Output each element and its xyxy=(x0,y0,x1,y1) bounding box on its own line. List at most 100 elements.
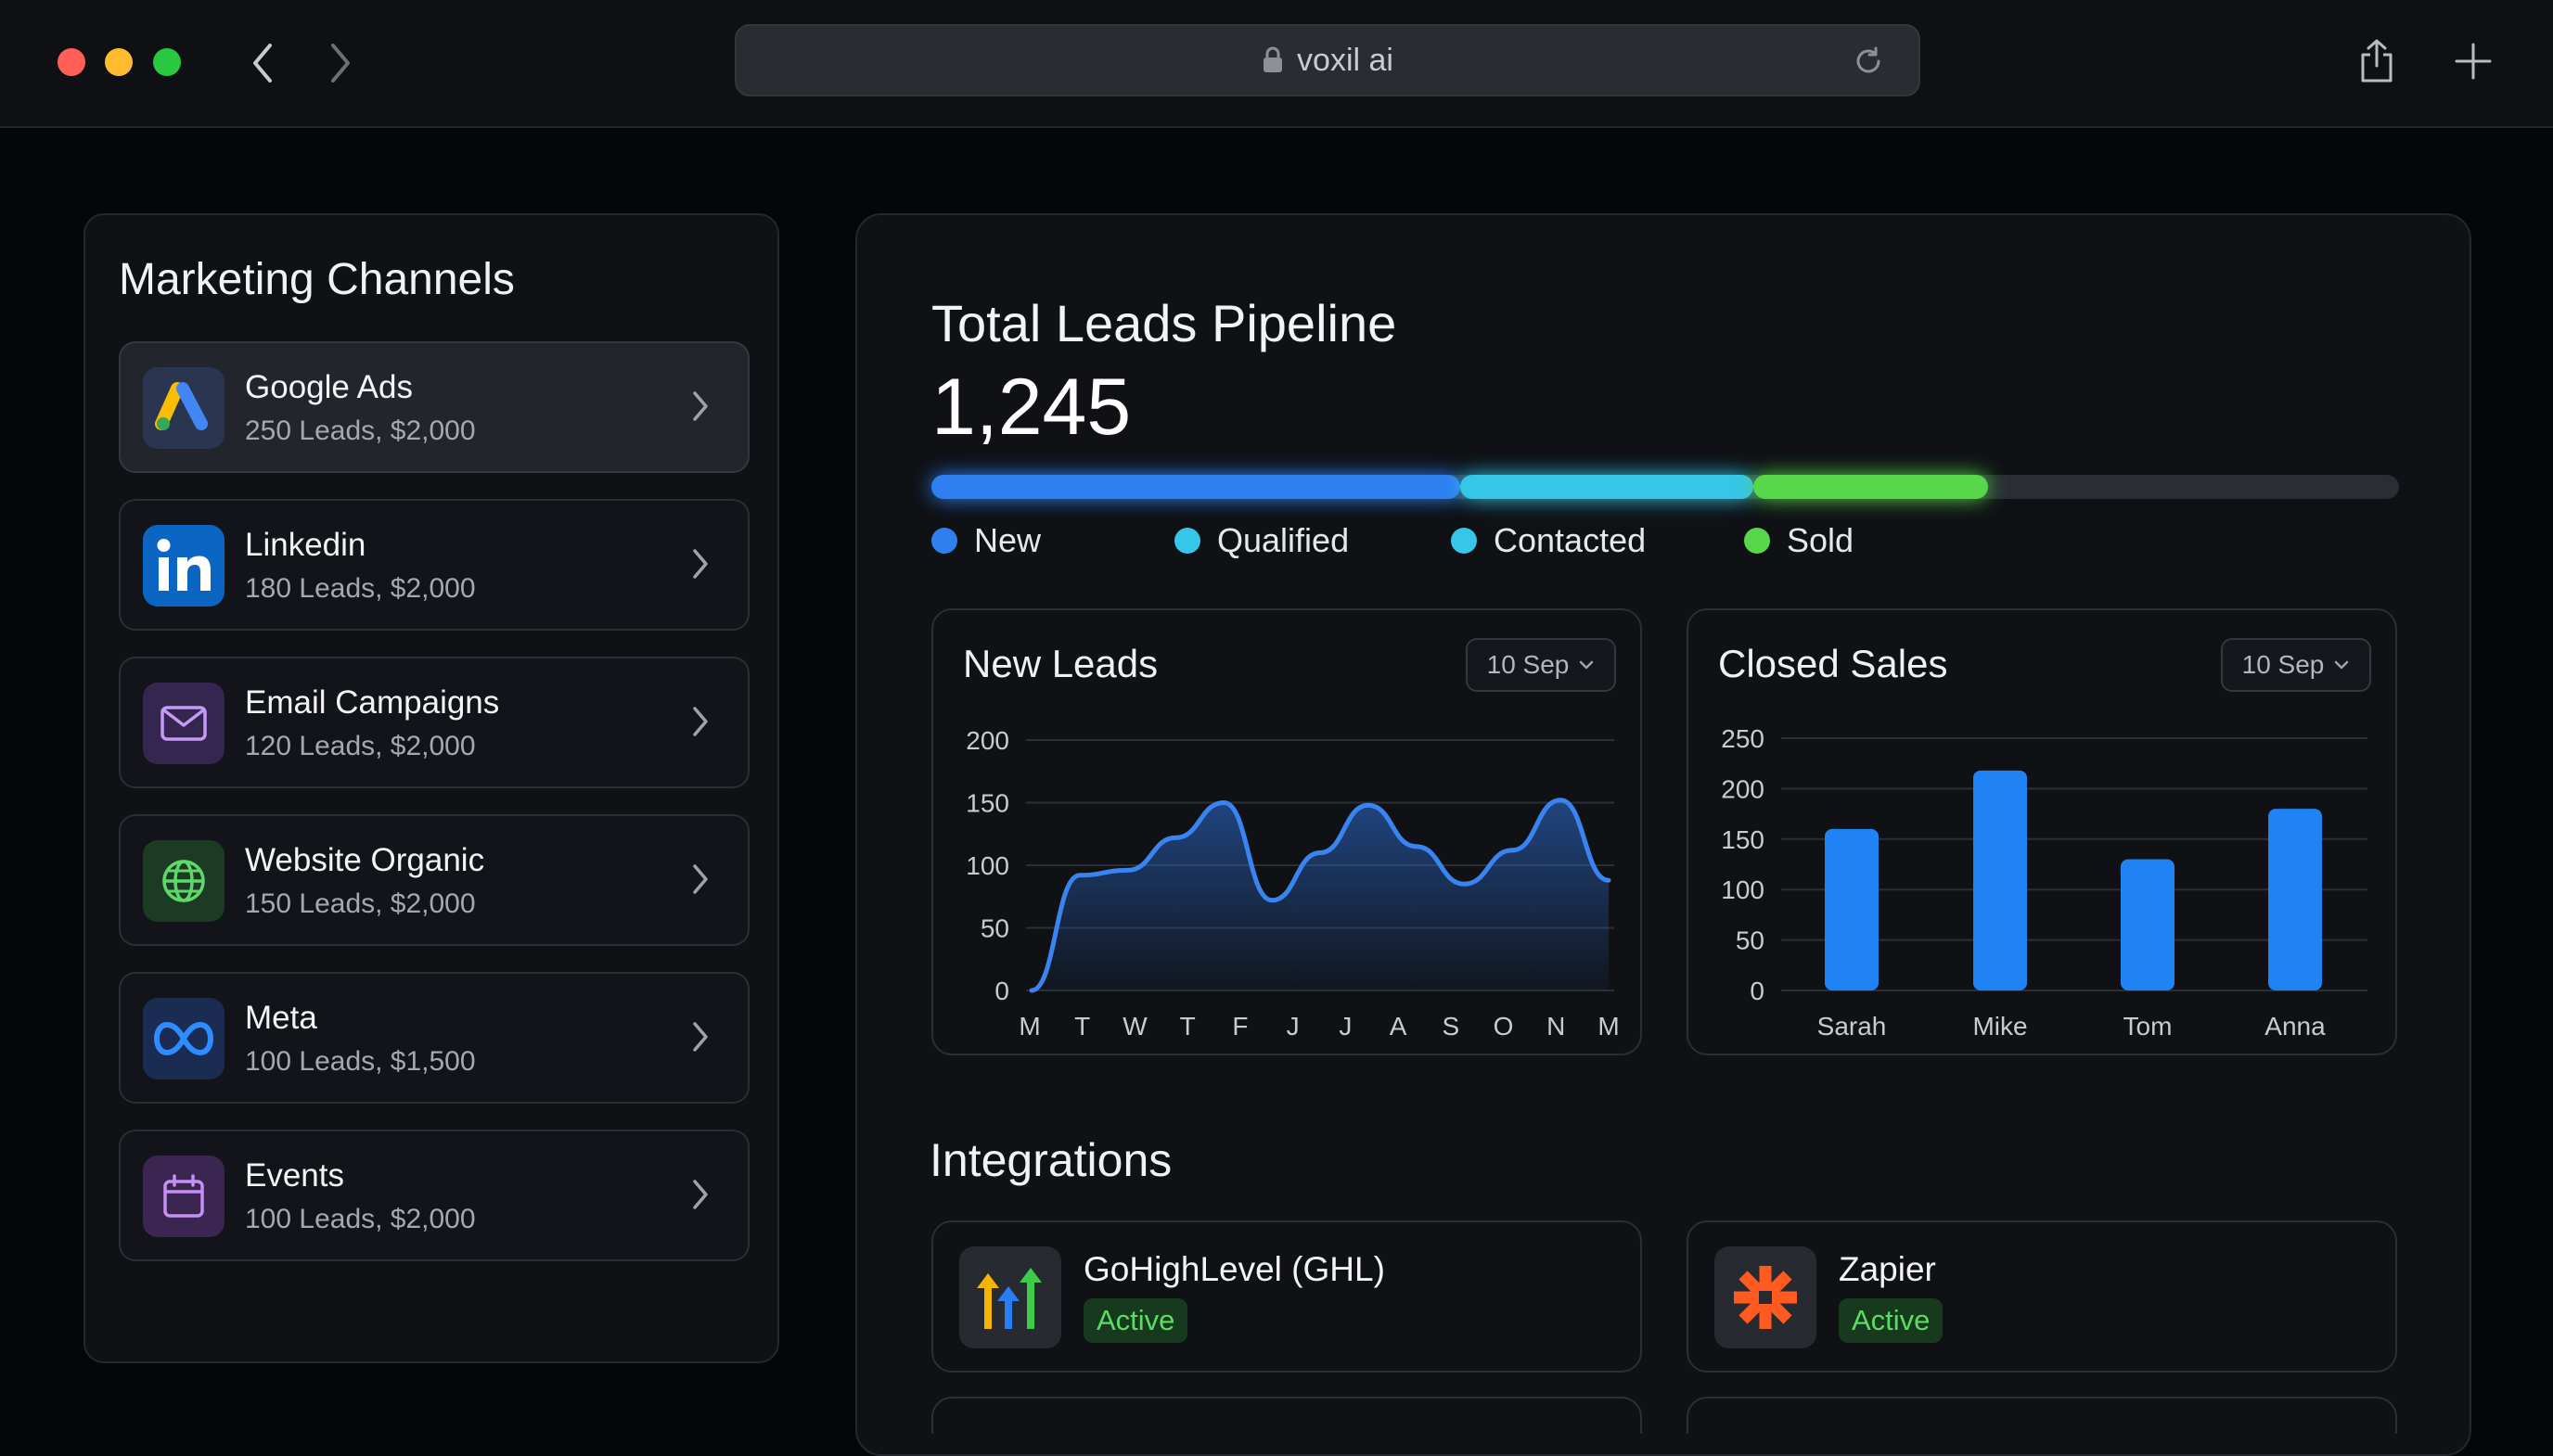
legend-dot xyxy=(1451,528,1477,554)
channel-name: Google Ads xyxy=(245,369,413,405)
channel-stats: 150 Leads, $2,000 xyxy=(245,888,476,919)
minimize-window-button[interactable] xyxy=(105,48,133,76)
channel-stats: 250 Leads, $2,000 xyxy=(245,415,476,446)
x-tick-label: Sarah xyxy=(1817,1012,1887,1041)
channel-name: Meta xyxy=(245,1000,317,1036)
browser-toolbar: voxil ai xyxy=(0,0,2553,128)
channel-name: Email Campaigns xyxy=(245,684,500,721)
y-tick-label: 0 xyxy=(994,977,1009,1005)
dropdown-value: 10 Sep xyxy=(2241,650,2325,679)
channel-stats: 100 Leads, $2,000 xyxy=(245,1204,476,1234)
channel-events[interactable]: Events 100 Leads, $2,000 xyxy=(119,1130,750,1261)
chevron-right-icon xyxy=(693,1180,708,1209)
y-tick-label: 50 xyxy=(1736,926,1764,955)
y-tick-label: 100 xyxy=(966,851,1009,880)
chevron-right-icon xyxy=(693,549,708,579)
y-tick-label: 200 xyxy=(1721,774,1764,803)
y-tick-label: 0 xyxy=(1750,977,1764,1005)
lock-icon xyxy=(1264,46,1283,72)
closed-sales-card: Closed Sales 10 Sep 0 50 100 150 200 250 Sarah… xyxy=(1687,608,2397,1055)
legend-dot xyxy=(1174,528,1200,554)
x-tick-label: F xyxy=(1232,1012,1248,1041)
y-tick-label: 50 xyxy=(981,914,1009,943)
channel-website-organic[interactable]: Website Organic 150 Leads, $2,000 xyxy=(119,814,750,946)
bar xyxy=(2121,859,2175,990)
y-tick-label: 200 xyxy=(966,726,1009,755)
channel-stats: 100 Leads, $1,500 xyxy=(245,1046,476,1077)
marketing-channels-panel: Marketing Channels Google Ads 250 Leads,… xyxy=(83,213,779,1363)
address-bar[interactable]: voxil ai xyxy=(735,24,1920,96)
reload-icon[interactable] xyxy=(1852,45,1885,78)
x-tick-label: Anna xyxy=(2264,1012,2326,1041)
new-leads-date-dropdown[interactable]: 10 Sep xyxy=(1466,638,1616,692)
chevron-left-icon xyxy=(253,44,272,83)
dashboard-main-panel: Total Leads Pipeline 1,245 New Qualified… xyxy=(855,213,2471,1456)
zapier-asterisk-icon xyxy=(1714,1246,1816,1348)
x-tick-label: S xyxy=(1442,1012,1459,1041)
channel-stats: 120 Leads, $2,000 xyxy=(245,731,476,761)
globe-icon xyxy=(143,840,225,922)
x-tick-label: N xyxy=(1546,1012,1565,1041)
channel-linkedin[interactable]: Linkedin 180 Leads, $2,000 xyxy=(119,499,750,631)
share-button[interactable] xyxy=(2349,33,2405,89)
x-tick-label: O xyxy=(1494,1012,1514,1041)
legend-label: New xyxy=(974,521,1042,559)
legend-dot xyxy=(1744,528,1770,554)
dropdown-value: 10 Sep xyxy=(1486,650,1570,679)
integration-gohighlevel[interactable]: GoHighLevel (GHL) Active xyxy=(931,1220,1642,1373)
x-tick-label: M xyxy=(1019,1012,1040,1041)
channel-name: Linkedin xyxy=(245,527,366,563)
back-button[interactable] xyxy=(236,35,291,91)
x-tick-label: J xyxy=(1287,1012,1300,1041)
closed-sales-bar-chart: 0 50 100 150 200 250 Sarah Mike Tom Anna xyxy=(1721,724,2367,1041)
x-tick-label: Tom xyxy=(2123,1012,2173,1041)
maximize-window-button[interactable] xyxy=(153,48,181,76)
mail-icon xyxy=(143,683,225,764)
integration-card-partial[interactable] xyxy=(1687,1397,2397,1434)
new-tab-button[interactable] xyxy=(2445,33,2501,89)
integration-name: GoHighLevel (GHL) xyxy=(1084,1250,1385,1288)
url-text: voxil ai xyxy=(1297,42,1393,78)
y-tick-label: 150 xyxy=(966,789,1009,818)
linkedin-icon xyxy=(143,525,225,607)
legend-qualified: Qualified xyxy=(1174,521,1349,560)
y-tick-label: 150 xyxy=(1721,825,1764,854)
chevron-right-icon xyxy=(693,391,708,421)
x-tick-label: M xyxy=(1597,1012,1619,1041)
bar xyxy=(1825,828,1879,990)
meta-icon xyxy=(143,998,225,1079)
channel-meta[interactable]: Meta 100 Leads, $1,500 xyxy=(119,972,750,1104)
legend-label: Qualified xyxy=(1217,521,1350,559)
chevron-right-icon xyxy=(693,864,708,894)
integration-card-partial[interactable] xyxy=(931,1397,1642,1434)
pipeline-segment-sold xyxy=(1752,475,1989,499)
integration-name: Zapier xyxy=(1839,1250,1936,1288)
close-window-button[interactable] xyxy=(58,48,85,76)
x-tick-label: W xyxy=(1123,1012,1148,1041)
marketing-channels-title: Marketing Channels xyxy=(119,255,515,304)
x-tick-label: J xyxy=(1339,1012,1352,1041)
ghl-arrows-icon xyxy=(959,1246,1061,1348)
channel-google-ads[interactable]: Google Ads 250 Leads, $2,000 xyxy=(119,341,750,473)
channel-email-campaigns[interactable]: Email Campaigns 120 Leads, $2,000 xyxy=(119,657,750,788)
integrations-title: Integrations xyxy=(930,1134,1173,1186)
status-badge: Active xyxy=(1839,1298,1944,1343)
pipeline-progress-bar xyxy=(931,475,2399,499)
legend-new: New xyxy=(931,521,1041,560)
closed-sales-date-dropdown[interactable]: 10 Sep xyxy=(2221,638,2371,692)
plus-icon xyxy=(2455,43,2492,80)
integration-zapier[interactable]: Zapier Active xyxy=(1687,1220,2397,1373)
new-leads-card: New Leads 10 Sep 0 50 100 150 200 M T W T F J J A S O N… xyxy=(931,608,1642,1055)
y-tick-label: 100 xyxy=(1721,875,1764,904)
channel-name: Events xyxy=(245,1157,344,1194)
legend-label: Contacted xyxy=(1494,521,1647,559)
pipeline-total: 1,245 xyxy=(931,363,1132,452)
bar xyxy=(1973,770,2027,990)
channel-name: Website Organic xyxy=(245,842,485,878)
bar xyxy=(2268,809,2322,990)
forward-button[interactable] xyxy=(312,35,367,91)
x-tick-label: T xyxy=(1074,1012,1090,1041)
chevron-right-icon xyxy=(693,707,708,736)
google-ads-icon xyxy=(143,367,225,449)
x-tick-label: A xyxy=(1390,1012,1407,1041)
